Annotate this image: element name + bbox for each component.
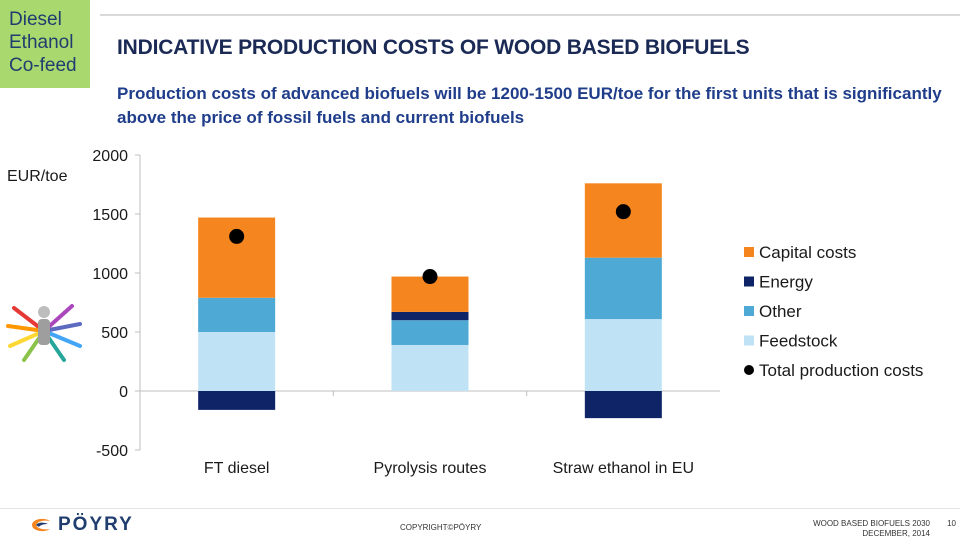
- legend-label-feedstock: Feedstock: [759, 332, 838, 351]
- y-tick-label-2: 1000: [92, 266, 128, 283]
- x-category-label-2: Straw ethanol in EU: [553, 460, 694, 477]
- chart-total-markers: [229, 204, 631, 285]
- page-subtitle: Production costs of advanced biofuels wi…: [117, 84, 942, 127]
- y-tick-label-4: 0: [119, 384, 128, 401]
- footer-date: DECEMBER, 2014: [862, 529, 930, 538]
- y-tick-label-0: 2000: [92, 148, 128, 165]
- chart-legend: Capital costs Energy Other Feedstock Total p…: [744, 243, 923, 380]
- section-tag-line-2: Ethanol: [9, 32, 74, 53]
- bar-other-1: [391, 320, 469, 345]
- header-rule: [100, 14, 960, 16]
- total-marker-2: [615, 204, 631, 220]
- section-tag-line-1: Diesel: [9, 9, 62, 30]
- bar-capital-costs-2: [584, 183, 662, 258]
- total-marker-0: [229, 228, 245, 244]
- y-tick-label-1: 1500: [92, 207, 128, 224]
- bar-feedstock-2: [584, 319, 662, 391]
- footer-doc-title: WOOD BASED BIOFUELS 2030: [813, 519, 930, 528]
- bar-energy-1: [391, 311, 469, 321]
- legend-label-capital-costs: Capital costs: [759, 243, 856, 262]
- poyry-logo: PÖYRY: [30, 514, 134, 536]
- bar-other-2: [584, 257, 662, 320]
- bar-feedstock-0: [198, 332, 276, 391]
- legend-label-total-production-costs: Total production costs: [759, 361, 923, 380]
- copyright-text: COPYRIGHT©PÖYRY: [400, 523, 482, 532]
- chart-bars: [198, 183, 662, 419]
- x-category-label-1: Pyrolysis routes: [374, 460, 487, 477]
- legend-swatch-energy: [744, 276, 754, 287]
- x-category-label-0: FT diesel: [204, 460, 270, 477]
- legend-label-other: Other: [759, 302, 802, 321]
- footer-doc-info: WOOD BASED BIOFUELS 2030 DECEMBER, 2014: [813, 519, 930, 539]
- legend-swatch-total-production-costs: [744, 365, 754, 375]
- people-arrows-icon: [6, 304, 82, 362]
- total-marker-1: [422, 269, 438, 285]
- legend-swatch-feedstock: [744, 335, 754, 346]
- section-tag-line-3: Co-feed: [9, 55, 77, 76]
- y-tick-label-3: 500: [101, 325, 128, 342]
- poyry-logo-text: PÖYRY: [58, 514, 134, 535]
- bar-feedstock-1: [391, 344, 469, 391]
- bar-other-0: [198, 297, 276, 332]
- legend-label-energy: Energy: [759, 273, 813, 292]
- bar-energy-0: [198, 391, 276, 410]
- poyry-logo-mark-icon: [32, 518, 50, 532]
- y-axis-unit-label: EUR/toe: [7, 168, 68, 185]
- y-tick-label-5: -500: [96, 443, 128, 460]
- footer-rule: [0, 508, 960, 509]
- page-number: 10: [947, 519, 956, 528]
- legend-swatch-other: [744, 306, 754, 316]
- bar-energy-2: [584, 391, 662, 419]
- legend-swatch-capital-costs: [744, 247, 754, 257]
- section-tag: Diesel Ethanol Co-feed: [0, 0, 90, 88]
- chart-axes: 2000 1500 1000 500 0 -500 FT diesel Pyrolysis r…: [92, 148, 720, 477]
- page-title: INDICATIVE PRODUCTION COSTS OF WOOD BASE…: [117, 36, 750, 59]
